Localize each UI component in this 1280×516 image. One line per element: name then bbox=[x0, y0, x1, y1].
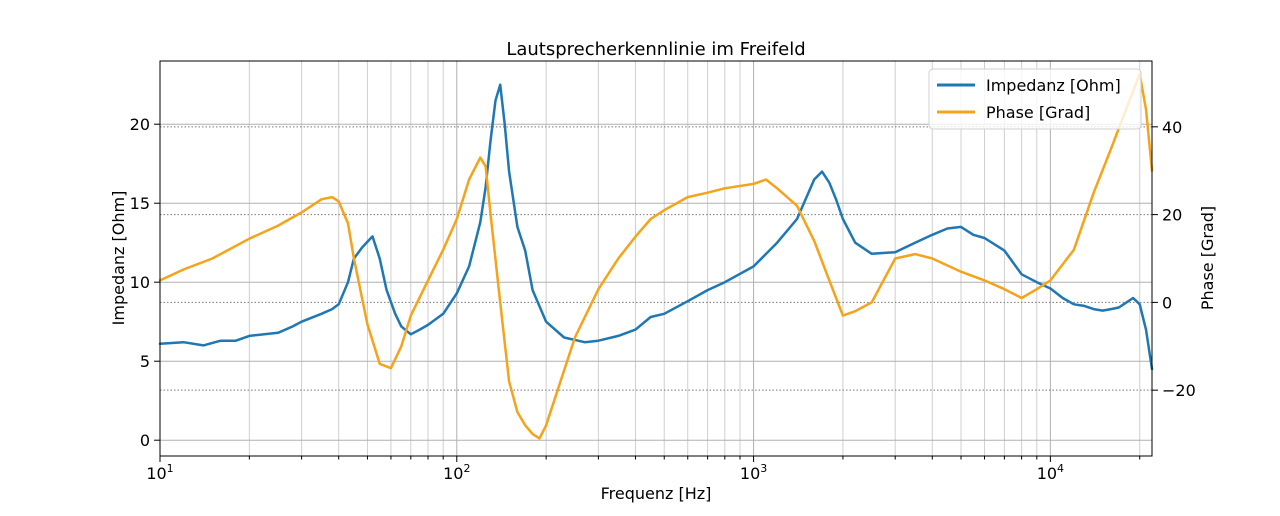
y-left-tick-label: 5 bbox=[140, 352, 150, 371]
y-right-tick-label: 40 bbox=[1162, 118, 1182, 137]
series-line-impedance bbox=[158, 83, 1154, 371]
y-left-tick-label: 15 bbox=[130, 194, 150, 213]
x-tick-label: 101 bbox=[146, 462, 173, 483]
legend-box bbox=[928, 68, 1142, 130]
y-left-tick-label: 0 bbox=[140, 431, 150, 450]
legend-label-impedance: Impedanz [Ohm] bbox=[986, 76, 1121, 95]
x-axis-label: Frequenz [Hz] bbox=[601, 484, 712, 503]
plot-frame bbox=[159, 60, 1153, 457]
y-right-tick-label: 20 bbox=[1162, 206, 1182, 225]
x-tick-label: 104 bbox=[1037, 462, 1064, 483]
chart-title: Lautsprecherkennlinie im Freifeld bbox=[506, 39, 805, 60]
ticks: 101 102 103 104 0 5 10 15 20 −20 0 20 40 bbox=[130, 115, 1196, 483]
series-line-phase bbox=[158, 72, 1154, 440]
legend-label-phase: Phase [Grad] bbox=[986, 103, 1090, 122]
legend: Impedanz [Ohm] Phase [Grad] bbox=[928, 68, 1142, 130]
y-left-tick-label: 20 bbox=[130, 115, 150, 134]
grid bbox=[159, 61, 1152, 456]
x-tick-label: 103 bbox=[740, 462, 767, 483]
series-layer bbox=[158, 72, 1154, 440]
y-axis-label-left: Impedanz [Ohm] bbox=[109, 191, 128, 326]
y-left-tick-label: 10 bbox=[130, 273, 150, 292]
y-right-tick-label: 0 bbox=[1162, 293, 1172, 312]
y-right-tick-label: −20 bbox=[1162, 381, 1196, 400]
x-tick-label: 102 bbox=[443, 462, 470, 483]
y-axis-label-right: Phase [Grad] bbox=[1198, 206, 1217, 310]
